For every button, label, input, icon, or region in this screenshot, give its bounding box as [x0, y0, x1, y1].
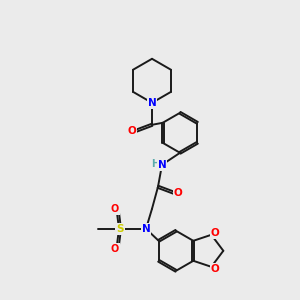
- Text: O: O: [211, 228, 220, 238]
- Text: S: S: [116, 224, 124, 234]
- Text: N: N: [158, 160, 166, 170]
- Text: H: H: [151, 159, 159, 169]
- Text: N: N: [148, 98, 156, 108]
- Text: O: O: [211, 264, 220, 274]
- Text: O: O: [174, 188, 182, 198]
- Text: O: O: [128, 126, 136, 136]
- Text: O: O: [111, 244, 119, 254]
- Text: N: N: [142, 224, 150, 234]
- Text: O: O: [111, 204, 119, 214]
